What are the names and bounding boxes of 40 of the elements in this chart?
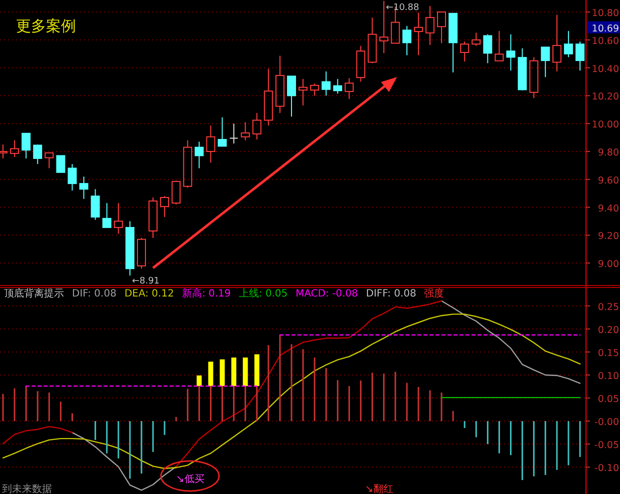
- chart-title: 顶底背离提示: [4, 288, 64, 300]
- line-series: [2, 314, 581, 470]
- bar: [231, 358, 236, 386]
- bar: [254, 354, 260, 386]
- y-tick-label: 0.05: [598, 394, 619, 406]
- y-tick-label: 0.20: [598, 324, 619, 336]
- annotation: DIFF: 0.08: [366, 288, 416, 300]
- text: DEA: 0.12: [124, 288, 174, 300]
- y-tick-label: 10.40: [592, 64, 619, 75]
- text: DIF: 0.08: [72, 288, 116, 300]
- bar: [242, 358, 248, 386]
- y-tick-label: -0.10: [594, 463, 619, 474]
- text: 上线: 0.05: [238, 288, 288, 300]
- y-tick-label: 10.60: [592, 36, 619, 47]
- annotation: MACD: -0.08: [296, 288, 358, 300]
- y-tick-label: 0.15: [598, 348, 619, 359]
- y-tick-label: -0.00: [594, 417, 619, 428]
- y-tick-label: 0.25: [598, 302, 619, 313]
- bar: [208, 362, 214, 386]
- y-tick-label: -0.05: [594, 440, 619, 452]
- y-tick-label: 0.10: [598, 371, 619, 382]
- y-tick-label: 10.20: [592, 92, 619, 103]
- annotation: 到未来数据: [2, 483, 52, 494]
- text: 新高: 0.19: [182, 288, 231, 300]
- annotation: 强度: [424, 288, 444, 300]
- annotation: 更多案例: [16, 17, 76, 35]
- y-tick-label: 10.80: [592, 8, 619, 19]
- y-tick-label: 9.00: [598, 259, 619, 270]
- annotation: ←10.88: [386, 2, 420, 13]
- y-tick-label: 9.20: [598, 231, 619, 242]
- y-tick-label: 9.40: [598, 203, 619, 214]
- y-tick-label: 10.00: [592, 120, 619, 131]
- annotation: ←8.91: [132, 276, 160, 287]
- y-tick-label: 9.80: [598, 147, 619, 158]
- bar: [196, 375, 202, 386]
- y-tick-label: 9.60: [598, 175, 619, 186]
- annotation: 10.69: [592, 23, 619, 34]
- annotation: ↘翻红: [365, 483, 394, 494]
- annotation: ↘低买: [176, 474, 204, 485]
- bar: [220, 359, 225, 386]
